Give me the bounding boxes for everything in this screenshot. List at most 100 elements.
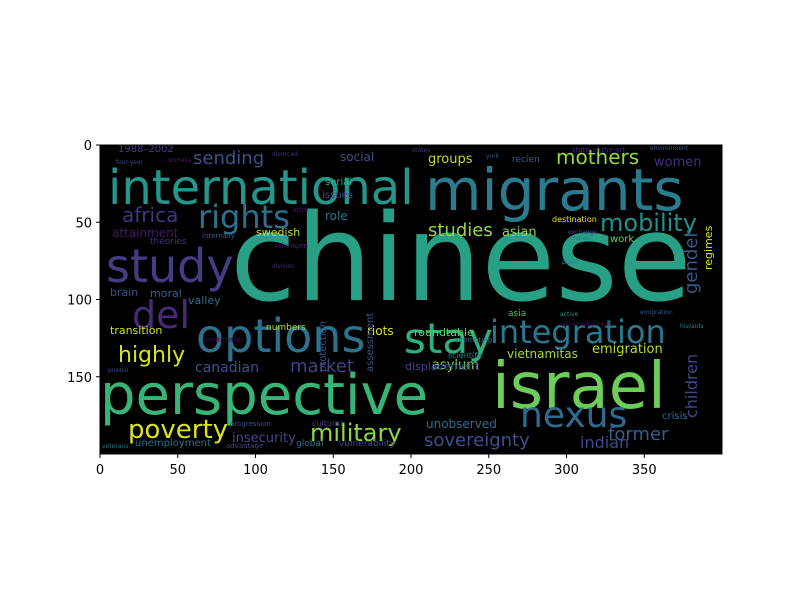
- word-86: self-employment: [560, 321, 611, 328]
- x-tick-label: 350: [632, 463, 657, 478]
- word-28: emigration: [592, 342, 663, 357]
- word-87: york: [486, 153, 500, 160]
- word-83: chinas: [570, 235, 589, 242]
- word-46: protection: [318, 321, 329, 372]
- word-40: moral: [150, 287, 182, 300]
- word-45: unemployment: [135, 438, 211, 449]
- word-51: issues: [322, 190, 353, 201]
- word-19: sending: [193, 148, 264, 169]
- word-59: asia: [508, 309, 526, 319]
- word-81: division: [272, 263, 295, 270]
- word-79: attar: [292, 206, 309, 214]
- word-50: regimes: [702, 225, 715, 270]
- word-76: exchange: [568, 229, 597, 236]
- x-tick-label: 300: [554, 463, 579, 478]
- word-54: work: [610, 234, 634, 245]
- word-32: roundtable: [414, 326, 474, 339]
- word-82: states: [412, 147, 430, 154]
- word-29: vietnamitas: [507, 347, 578, 361]
- word-3: perspective: [100, 363, 428, 428]
- word-34: attainment: [112, 226, 179, 240]
- word-65: state-of-the-art: [572, 146, 625, 154]
- word-44: crisis: [662, 411, 688, 422]
- word-23: indian: [580, 433, 629, 452]
- word-35: social: [340, 150, 374, 164]
- word-27: women: [654, 155, 702, 170]
- word-73: environment: [650, 145, 689, 152]
- word-7: stay: [404, 314, 493, 363]
- word-47: assessment: [365, 313, 376, 372]
- word-69: schengen: [274, 242, 308, 250]
- word-62: cultural: [312, 419, 342, 428]
- x-tick-label: 250: [476, 463, 501, 478]
- word-74: four-year: [116, 159, 144, 166]
- word-56: theories: [150, 237, 187, 247]
- word-85: emigration: [640, 309, 673, 316]
- word-49: children: [682, 354, 701, 418]
- word-14: poverty: [128, 415, 228, 445]
- word-64: promoting: [456, 336, 492, 344]
- word-16: highly: [118, 343, 185, 368]
- x-tick-label: 150: [321, 463, 346, 478]
- word-60: destination: [552, 215, 597, 224]
- word-84: public: [562, 259, 580, 266]
- word-30: asylum: [432, 358, 479, 373]
- word-41: valley: [188, 294, 221, 307]
- word-39: brain: [110, 286, 138, 299]
- word-68: internally: [202, 232, 235, 240]
- word-1: migrants: [425, 156, 684, 224]
- word-33: displacement: [405, 360, 480, 373]
- word-77: active: [560, 311, 579, 318]
- word-37: swedish: [256, 226, 300, 239]
- word-12: mobility: [600, 209, 697, 237]
- word-55: 1988–2002: [118, 144, 174, 155]
- word-18: studies: [428, 220, 493, 241]
- word-78: pueblo: [108, 367, 129, 374]
- word-11: nexus: [520, 395, 627, 436]
- word-17: africa: [122, 203, 178, 227]
- word-58: vulnerability: [339, 439, 396, 449]
- x-axis: 0 50 100 150 200 250 300 350: [96, 454, 657, 478]
- word-2: international: [108, 160, 414, 216]
- word-38: asian: [502, 225, 537, 240]
- word-22: former: [608, 424, 669, 445]
- y-tick-label: 0: [84, 139, 92, 154]
- word-36: role: [325, 209, 348, 223]
- word-53: numbers: [266, 323, 306, 333]
- x-tick-label: 50: [169, 463, 186, 478]
- wordcloud-image: [100, 145, 722, 454]
- word-48: gender: [681, 230, 702, 294]
- word-21: sovereignty: [424, 430, 530, 451]
- word-61: scientific: [448, 351, 484, 360]
- word-0: chinese: [230, 190, 692, 329]
- word-42: transition: [110, 324, 162, 337]
- word-24: canadian: [195, 360, 259, 376]
- x-tick-label: 200: [399, 463, 424, 478]
- word-20: market: [290, 356, 354, 377]
- word-13: mothers: [556, 145, 639, 169]
- x-tick-label: 100: [243, 463, 268, 478]
- word-70: advantage: [226, 442, 263, 450]
- word-25: insecurity: [232, 431, 296, 446]
- word-71: veterans: [102, 443, 128, 450]
- word-9: rights: [198, 198, 290, 236]
- word-66: recien: [512, 155, 540, 165]
- word-57: global: [296, 439, 323, 449]
- word-10: del: [132, 293, 190, 337]
- word-75: divorced: [272, 151, 298, 158]
- y-axis: 0 50 100 150: [67, 139, 100, 386]
- y-tick-label: 150: [67, 371, 92, 386]
- word-31: riots: [367, 324, 394, 338]
- word-6: options: [196, 309, 365, 363]
- word-4: israel: [492, 350, 666, 424]
- word-80: somalia: [168, 157, 192, 164]
- word-5: study: [106, 239, 234, 293]
- word-72: hiv/aids: [680, 323, 703, 330]
- x-tick-label: 0: [96, 463, 104, 478]
- word-63: progression: [230, 420, 271, 428]
- word-15: military: [310, 419, 402, 447]
- word-43: unobserved: [426, 417, 497, 431]
- y-tick-label: 50: [75, 216, 92, 231]
